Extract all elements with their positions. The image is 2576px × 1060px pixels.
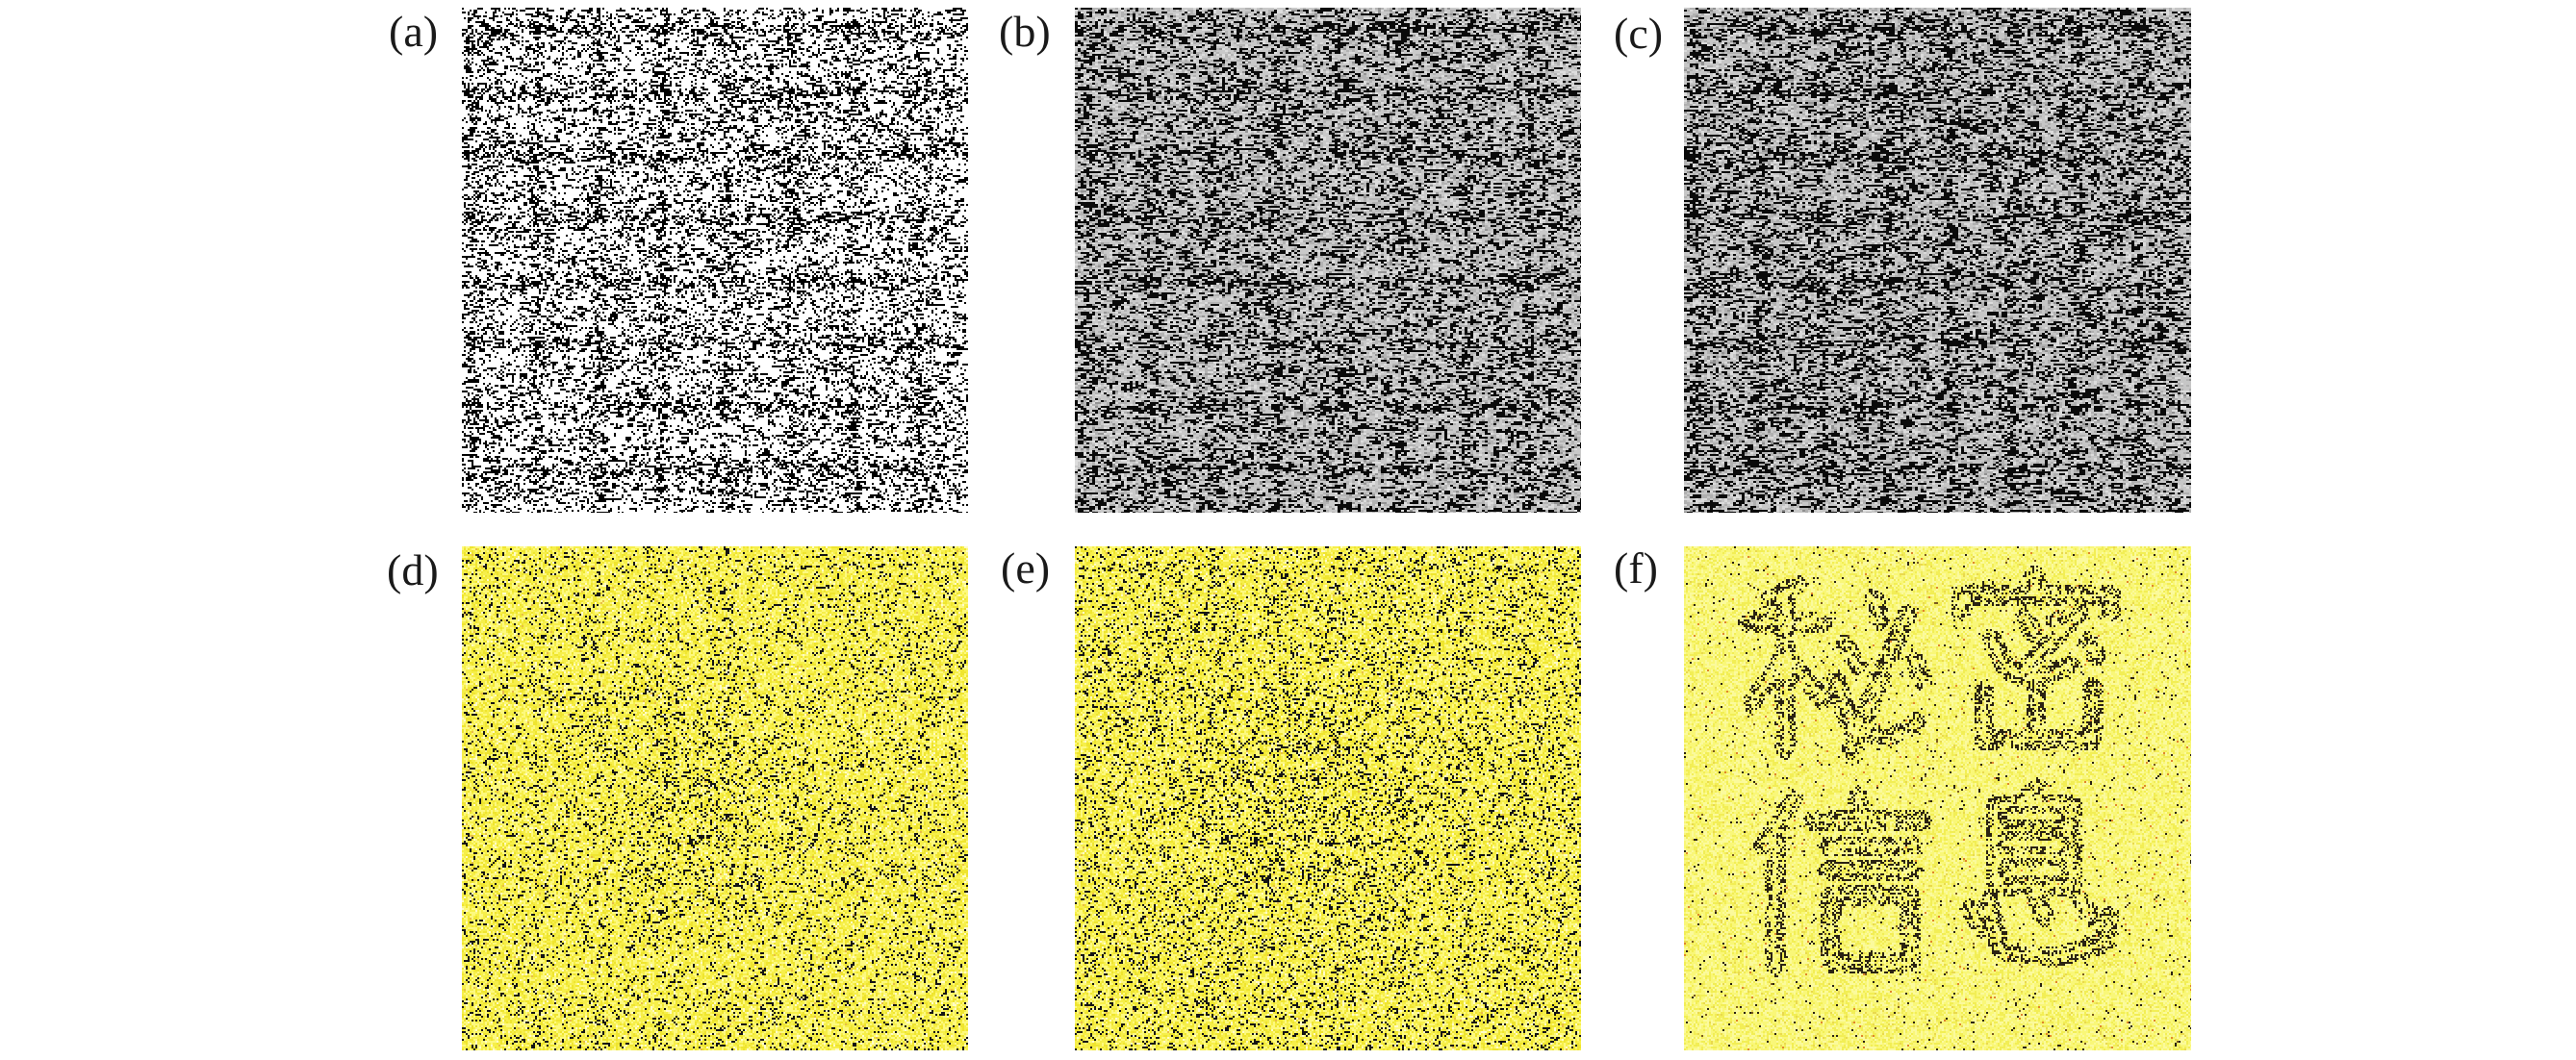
subfigure-label-a: (a) <box>389 7 439 56</box>
panel-b-gray-noise-image <box>1075 8 1581 513</box>
panel-c-gray-noise-image <box>1684 8 2191 513</box>
subfigure-label-e: (e) <box>1001 543 1051 593</box>
panel-d-yellow-noise-image <box>462 546 968 1050</box>
subfigure-label-d: (d) <box>387 545 439 594</box>
panel-a-binary-noise-image <box>462 8 968 513</box>
subfigure-label-b: (b) <box>999 7 1051 56</box>
panel-f-secret-text-noise-image <box>1684 546 2191 1050</box>
subfigure-label-c: (c) <box>1614 9 1664 58</box>
subfigure-label-f: (f) <box>1614 543 1658 593</box>
panel-e-yellow-noise-image <box>1075 546 1581 1050</box>
